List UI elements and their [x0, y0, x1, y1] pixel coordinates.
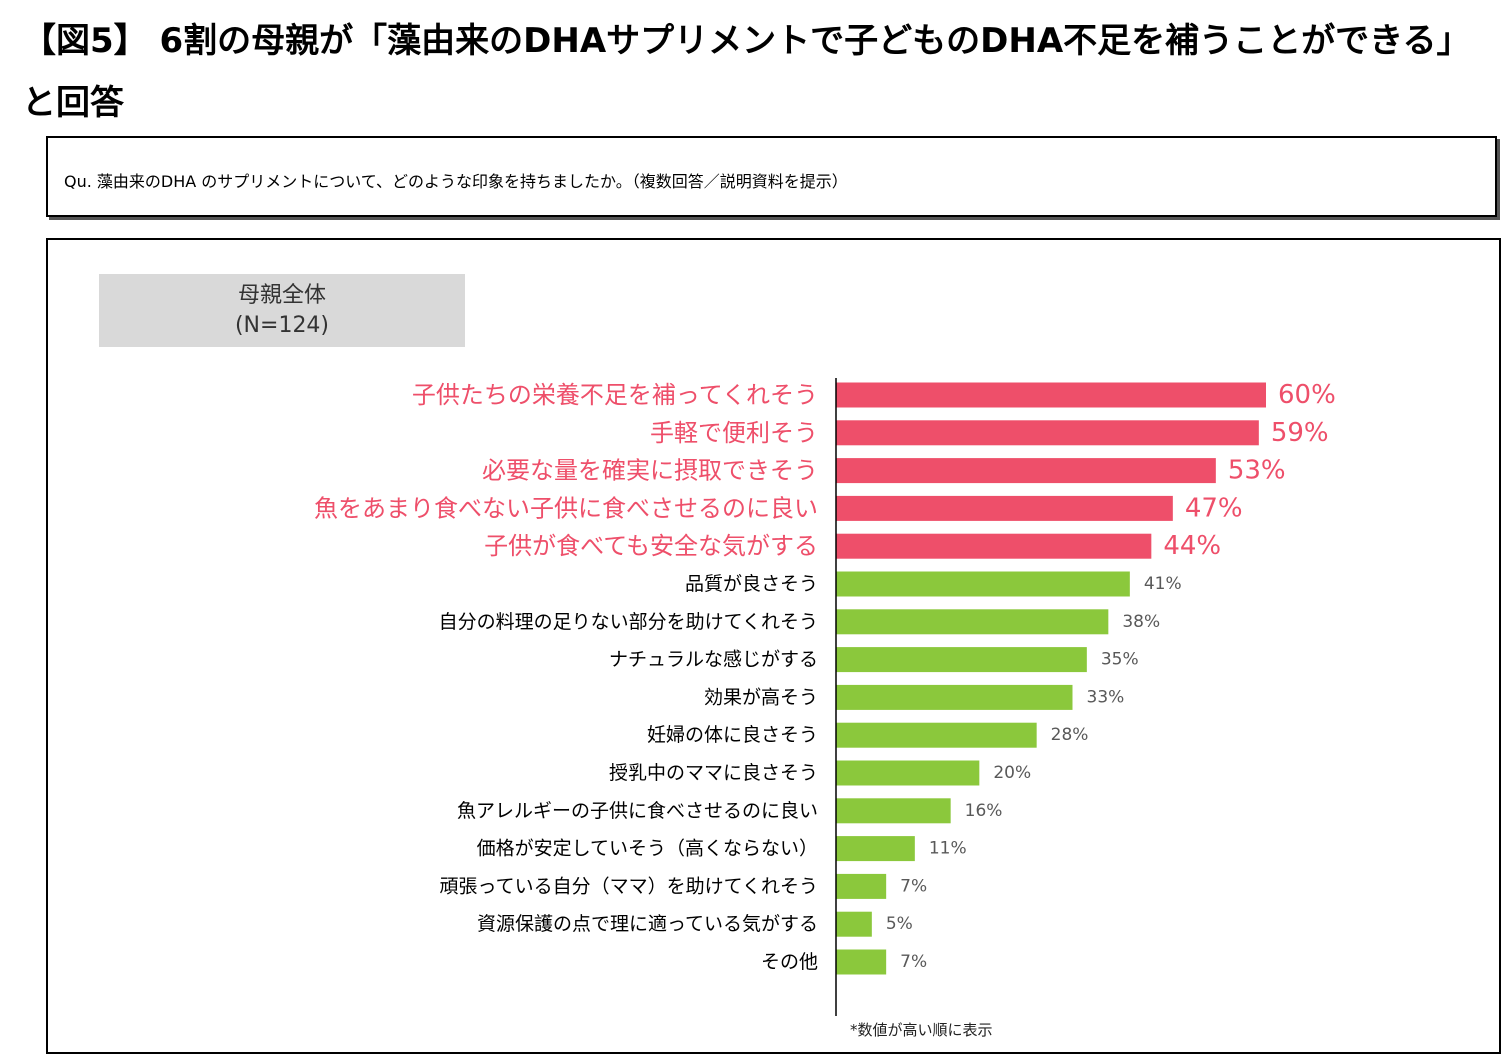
bar [836, 647, 1087, 673]
category-label: 自分の料理の足りない部分を助けてくれそう [439, 611, 818, 633]
data-label: 38% [1122, 612, 1160, 632]
bar [836, 873, 887, 899]
data-label: 44% [1163, 531, 1221, 561]
group-sample-size: (N=124) [234, 312, 330, 338]
category-label: 価格が安定していそう（高くならない） [477, 838, 818, 860]
category-label: 頑張っている自分（ママ）を助けてくれそう [440, 875, 818, 897]
data-label: 20% [993, 763, 1031, 783]
data-label: 59% [1271, 418, 1329, 448]
category-label: ナチュラルな感じがする [609, 649, 818, 671]
data-label: 16% [965, 801, 1003, 821]
bar [836, 495, 1173, 521]
bar [836, 722, 1037, 748]
bar [836, 420, 1259, 446]
category-label: 資源保護の点で理に適っている気がする [477, 913, 818, 935]
data-label: 53% [1228, 456, 1286, 486]
bar [836, 533, 1152, 559]
bar [836, 911, 872, 937]
category-label: 手軽で便利そう [650, 419, 818, 447]
category-label: 子供が食べても安全な気がする [484, 532, 818, 560]
bar [836, 949, 887, 975]
category-label: 必要な量を確実に摂取できそう [482, 457, 818, 485]
category-label: 品質が良さそう [685, 573, 818, 595]
category-label: 妊婦の体に良さそう [647, 724, 818, 746]
data-label: 60% [1278, 380, 1336, 410]
bar [836, 571, 1130, 597]
data-label: 5% [886, 914, 913, 934]
bar [836, 684, 1073, 710]
footnote: *数値が高い順に表示 [850, 1021, 993, 1039]
category-label: 子供たちの栄養不足を補ってくれそう [412, 381, 818, 409]
data-label: 28% [1051, 725, 1089, 745]
bar [836, 609, 1109, 635]
bar [836, 798, 951, 824]
data-label: 47% [1185, 493, 1243, 523]
bar [836, 382, 1266, 408]
figure-title: 【図5】 6割の母親が「藻由来のDHAサプリメントで子どものDHA不足を補うこと… [22, 21, 1471, 123]
chart-frame [46, 238, 1501, 1054]
category-label: 魚アレルギーの子供に食べさせるのに良い [457, 800, 818, 822]
bar [836, 836, 915, 862]
bar [836, 760, 980, 786]
group-label: 母親全体 (N=124) [99, 274, 465, 347]
data-label: 41% [1144, 574, 1182, 594]
question-text: Qu. 藻由来のDHA のサプリメントについて、どのような印象を持ちましたか。（… [64, 172, 848, 191]
data-label: 35% [1101, 650, 1139, 670]
data-label: 7% [900, 876, 927, 896]
category-label: 授乳中のママに良さそう [609, 762, 818, 784]
data-label: 33% [1087, 687, 1125, 707]
data-label: 11% [929, 839, 967, 859]
bar [836, 458, 1216, 484]
group-name: 母親全体 [237, 282, 326, 308]
data-label: 7% [900, 952, 927, 972]
category-label: その他 [761, 951, 818, 973]
category-label: 効果が高そう [704, 686, 818, 708]
question-box: Qu. 藻由来のDHA のサプリメントについて、どのような印象を持ちましたか。（… [46, 136, 1497, 217]
category-label: 魚をあまり食べない子供に食べさせるのに良い [314, 494, 818, 522]
